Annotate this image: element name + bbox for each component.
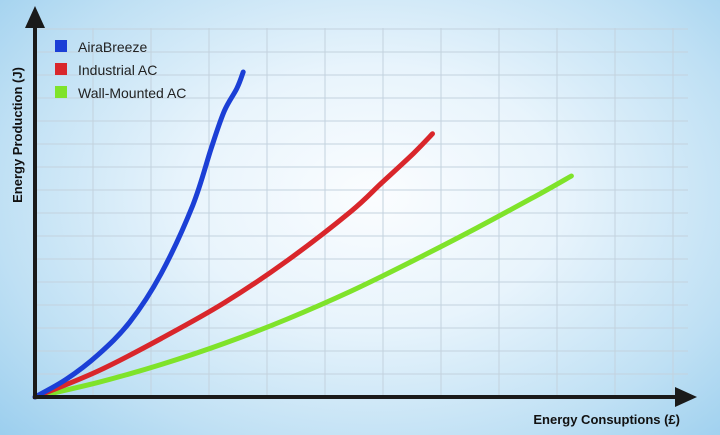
legend-swatch-wall-mounted-ac: [55, 86, 67, 98]
legend: AiraBreeze Industrial AC Wall-Mounted AC: [55, 39, 186, 101]
axes: [25, 6, 697, 407]
y-axis-title: Energy Production (J): [10, 67, 25, 203]
series-line-airabreeze: [32, 69, 246, 400]
series-lines: [32, 69, 574, 400]
legend-swatch-industrial-ac: [55, 63, 67, 75]
x-axis-arrowhead: [675, 387, 697, 407]
legend-label-airabreeze: AiraBreeze: [78, 39, 147, 55]
legend-swatch-airabreeze: [55, 40, 67, 52]
series-line-wall-mounted-ac: [32, 173, 574, 400]
series-line-industrial-ac: [32, 131, 435, 400]
x-axis-title: Energy Consuptions (£): [533, 412, 680, 427]
legend-label-industrial-ac: Industrial AC: [78, 62, 157, 78]
y-axis-arrowhead: [25, 6, 45, 28]
grid-lines: [35, 28, 688, 397]
legend-label-wall-mounted-ac: Wall-Mounted AC: [78, 85, 186, 101]
